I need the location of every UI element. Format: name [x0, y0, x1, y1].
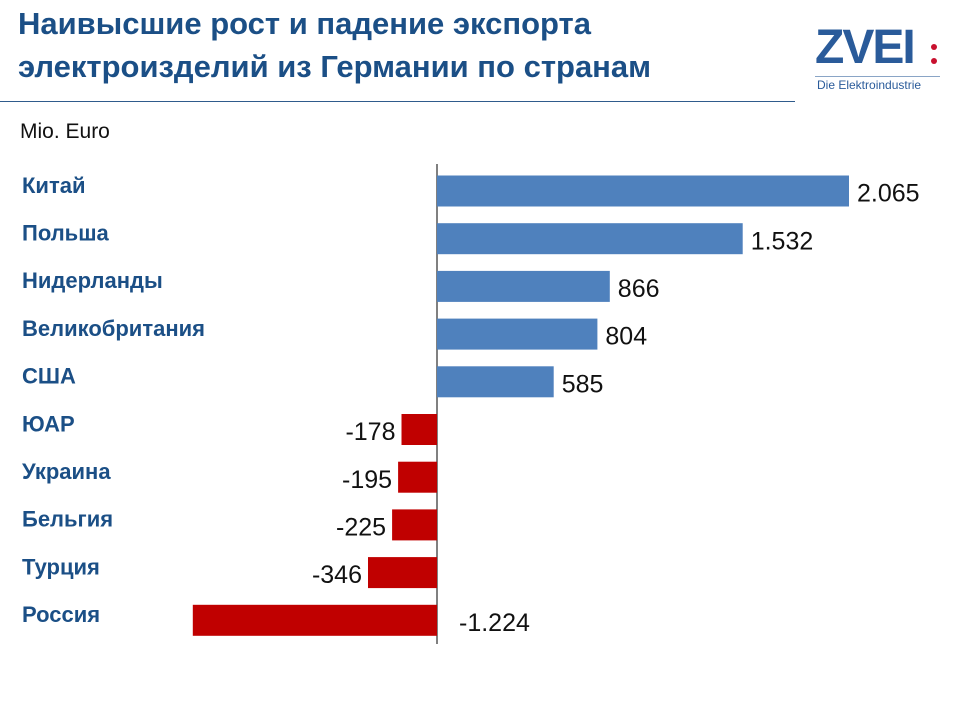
bar [398, 461, 437, 493]
page-title: Наивысшие рост и падение экспорта электр… [18, 2, 798, 88]
category-label: Россия [22, 602, 100, 627]
category-label: Нидерланды [22, 268, 163, 293]
bar [437, 223, 743, 255]
bar [392, 509, 437, 541]
title-underline [0, 101, 795, 102]
value-label: 804 [605, 323, 647, 351]
bar [368, 557, 437, 589]
logo-divider [815, 76, 940, 77]
category-label: Польша [22, 221, 110, 246]
value-label: -346 [312, 561, 362, 589]
title-line-2: электроизделий из Германии по странам [18, 49, 652, 84]
logo-colon-icon [931, 44, 939, 70]
category-label: Китай [22, 173, 86, 198]
category-label: Великобритания [22, 316, 205, 341]
value-label: 585 [562, 370, 604, 398]
unit-label: Mio. Euro [20, 120, 110, 143]
logo-tagline: Die Elektroindustrie [817, 78, 922, 92]
bar-chart: Китай 2.065 Польша 1.532 Нидерланды 866 Велико… [22, 164, 920, 644]
bar [437, 270, 610, 302]
bar [437, 366, 554, 398]
category-label: ЮАР [22, 411, 75, 436]
category-label: США [22, 364, 76, 389]
zvei-logo: ZVEI Die Elektroindustrie [813, 22, 943, 94]
category-label: Турция [22, 554, 100, 579]
value-label: 866 [618, 275, 660, 303]
bar [437, 175, 849, 207]
logo-wordmark: ZVEI [815, 21, 916, 74]
category-label: Бельгия [22, 507, 113, 532]
bar [437, 318, 598, 350]
bar [401, 414, 437, 445]
value-label: -178 [345, 418, 395, 446]
value-label: -195 [342, 466, 392, 494]
value-label: -225 [336, 514, 386, 542]
value-label: -1.224 [459, 609, 530, 637]
bar [192, 604, 437, 636]
category-label: Украина [22, 459, 111, 484]
value-label: 1.532 [751, 227, 814, 255]
value-label: 2.065 [857, 180, 920, 208]
title-line-1: Наивысшие рост и падение экспорта [18, 6, 591, 41]
